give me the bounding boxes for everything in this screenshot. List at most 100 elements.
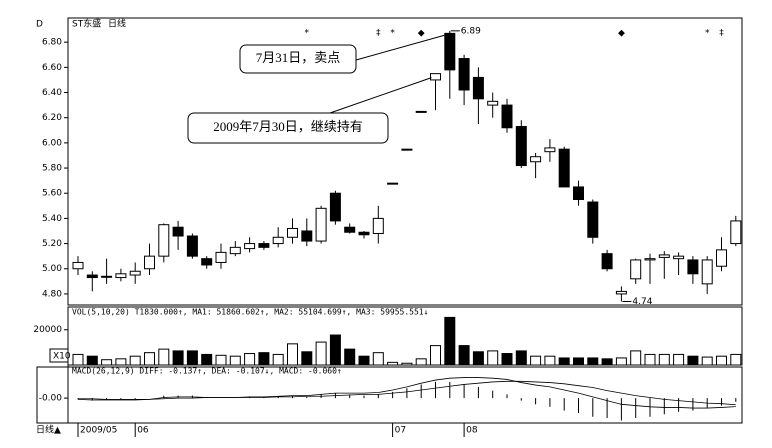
volume-bar xyxy=(358,355,370,366)
volume-bar xyxy=(144,352,155,366)
x-tick-label: 08 xyxy=(466,426,478,436)
annotation-text: 2009年7月30日，继续持有 xyxy=(213,119,363,134)
volume-bar xyxy=(658,353,670,366)
y-tick-label: 6.20 xyxy=(42,113,62,123)
event-marker: ‡ xyxy=(376,29,381,39)
y-tick-label: 5.20 xyxy=(42,239,62,249)
volume-bar xyxy=(329,334,341,366)
candle-body xyxy=(487,100,499,106)
event-marker: * xyxy=(705,29,710,39)
candle-body xyxy=(472,76,484,100)
volume-bar xyxy=(530,355,542,366)
volume-bar xyxy=(444,316,456,366)
candle-body xyxy=(573,186,584,201)
y-tick-label: 4.80 xyxy=(42,289,62,299)
volume-bar xyxy=(401,362,413,366)
volume-bar xyxy=(573,357,584,366)
y-tick-label: 5.00 xyxy=(42,264,62,274)
y-tick-label: 6.60 xyxy=(42,63,62,73)
event-marker: ◆ xyxy=(618,29,625,39)
volume-bar xyxy=(158,348,170,366)
candle-body xyxy=(658,254,670,258)
volume-bar xyxy=(687,355,699,366)
candle-body xyxy=(372,217,384,235)
multiplier-box xyxy=(49,348,69,363)
candle-body xyxy=(644,258,656,261)
candle-body xyxy=(272,236,284,245)
macd-diff-line xyxy=(77,377,736,409)
volume-bar xyxy=(716,355,727,366)
volume-bar xyxy=(129,355,141,366)
event-marker: ‡ xyxy=(719,29,724,39)
candle-body xyxy=(129,270,141,276)
candle-body xyxy=(301,230,313,242)
annotation-box xyxy=(187,112,389,144)
volume-bar xyxy=(115,358,127,366)
y-tick-label: 5.40 xyxy=(42,214,62,224)
y-tick-label: 5.60 xyxy=(42,189,62,199)
volume-bar xyxy=(472,351,484,366)
annotation-pointer xyxy=(355,34,446,61)
candle-body xyxy=(458,58,470,91)
macd-dea-line xyxy=(78,380,736,406)
volume-bar xyxy=(101,359,113,366)
candle-body xyxy=(601,253,613,270)
candle-body xyxy=(673,255,685,260)
volume-bar xyxy=(315,341,327,366)
corner-label: D xyxy=(36,20,43,30)
volume-bar xyxy=(544,355,556,366)
event-marker: ◆ xyxy=(418,29,425,39)
event-marker: * xyxy=(390,29,395,39)
volume-bar xyxy=(372,352,384,366)
candle-body xyxy=(329,192,341,222)
candle-body xyxy=(144,255,155,270)
candle-body xyxy=(630,259,642,280)
volume-bar xyxy=(344,348,356,366)
volume-bar xyxy=(229,355,241,366)
volume-bar xyxy=(730,353,742,366)
candle-body xyxy=(72,261,84,270)
candle-body xyxy=(115,273,127,279)
x-tick-label: 07 xyxy=(395,426,406,436)
candle-body xyxy=(172,226,184,237)
volume-bar xyxy=(72,353,84,366)
volume-bar xyxy=(615,357,627,366)
volume-bar xyxy=(673,353,685,366)
volume-bar xyxy=(487,350,499,366)
candle-body xyxy=(201,258,213,266)
x-tick-label: 2009/05 xyxy=(80,426,117,436)
candle-body xyxy=(86,274,98,279)
volume-bar xyxy=(701,356,713,366)
volume-bar xyxy=(644,353,656,366)
candle-body xyxy=(615,290,627,295)
chart-subtitle: 日线 xyxy=(108,18,126,30)
volume-bar xyxy=(201,353,213,366)
candle-body xyxy=(730,220,742,245)
volume-bar xyxy=(172,350,184,366)
candle-body xyxy=(415,110,427,113)
candle-body xyxy=(701,259,713,285)
candle-body xyxy=(515,126,527,167)
x-axis-label: 日线▲ xyxy=(36,424,61,436)
volume-bar xyxy=(587,357,599,366)
high-label: 6.89 xyxy=(461,26,481,36)
annotation-text: 7月31日，卖点 xyxy=(256,50,341,65)
candle-body xyxy=(258,243,270,248)
candle-body xyxy=(101,275,113,278)
candle-body xyxy=(544,147,556,153)
volume-bar xyxy=(186,350,198,366)
candle-body xyxy=(687,259,699,275)
volume-title: VOL(5,10,20) T1830.000↑, MA1: 51860.602↑… xyxy=(72,308,428,317)
candle-body xyxy=(716,249,727,267)
candle-body xyxy=(244,243,256,250)
y-tick-label: -0.00 xyxy=(39,394,63,404)
y-tick-label: 20000 xyxy=(33,325,62,335)
candle-body xyxy=(229,246,241,255)
annotation-box xyxy=(239,44,357,74)
candle-body xyxy=(387,182,399,185)
volume-bar xyxy=(415,358,427,366)
volume-bar xyxy=(86,355,98,366)
volume-bar xyxy=(430,345,441,366)
